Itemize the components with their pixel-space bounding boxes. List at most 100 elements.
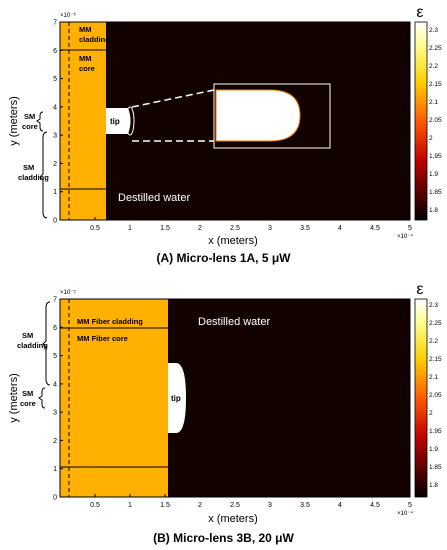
colorbar-tick: 1.85 [429, 189, 442, 196]
x-tick-marks [94, 217, 411, 220]
sm-core-label: SM [24, 112, 35, 121]
x-tick-label: 4.5 [370, 225, 380, 232]
panel-a: 0 1 2 3 4 5 6 7 ×10⁻⁵ 0.5 1 1.5 2 2.5 3 … [8, 4, 442, 265]
x-tick-label: 2.5 [230, 502, 240, 509]
colorbar [414, 298, 428, 498]
sm-core-label: core [20, 399, 36, 408]
y-tick-label: 7 [53, 20, 57, 27]
x-tick-label: 0.5 [90, 502, 100, 509]
sm-cladding-label: SM [22, 331, 33, 340]
colorbar-symbol: ε [416, 4, 423, 21]
x-tick-label: 2 [198, 225, 202, 232]
x-exponent: ×10⁻⁴ [397, 510, 413, 517]
y-tick-label: 2 [53, 161, 57, 168]
y-tick-label: 3 [53, 133, 57, 140]
colorbar-tick: 1.9 [429, 446, 438, 453]
x-tick-label: 1.5 [160, 225, 170, 232]
sm-cladding-label: cladding [18, 173, 49, 182]
mm-cladding-label: MM Fiber cladding [77, 317, 143, 326]
colorbar-tick: 1.9 [429, 171, 438, 178]
x-tick-marks [94, 494, 411, 497]
sm-core-label: core [22, 122, 38, 131]
x-tick-labels: 0.5 1 1.5 2 2.5 3 3.5 4 4.5 5 [90, 502, 412, 509]
sm-cladding-label: SM [23, 163, 34, 172]
sm-core-label: SM [22, 389, 33, 398]
panel-a-caption: (A) Micro-lens 1A, 5 μW [156, 251, 291, 265]
colorbar-tick: 2.25 [429, 45, 442, 52]
x-tick-label: 5 [408, 225, 412, 232]
tip-shape [168, 363, 186, 433]
x-axis-label: x (meters) [208, 513, 258, 525]
y-axis-label: y (meters) [8, 96, 20, 146]
sm-core-brace [38, 387, 46, 409]
panel-b-figure: 0 1 2 3 4 5 6 7 ×10⁻⁵ 0.5 1 1.5 2 2.5 3 … [8, 281, 442, 525]
y-tick-label: 6 [53, 48, 57, 55]
y-tick-marks [60, 298, 63, 498]
fiber-region [60, 22, 106, 220]
colorbar-tick: 1.95 [429, 428, 442, 435]
y-tick-label: 3 [53, 410, 57, 417]
y-tick-label: 1 [53, 466, 57, 473]
x-tick-label: 5 [408, 502, 412, 509]
y-tick-label: 7 [53, 297, 57, 304]
sm-cladding-brace [42, 301, 51, 386]
zoom-line-top [131, 89, 215, 108]
y-tick-label: 5 [53, 76, 57, 83]
colorbar-tick: 1.8 [429, 482, 438, 489]
tip-shape [106, 108, 131, 134]
colorbar-tick: 2.2 [429, 338, 438, 345]
sm-cladding-brace [39, 131, 48, 219]
water-label: Destilled water [118, 192, 190, 204]
colorbar-tick: 2.15 [429, 356, 442, 363]
x-tick-label: 2 [198, 502, 202, 509]
x-tick-label: 1.5 [160, 502, 170, 509]
y-tick-label: 4 [53, 104, 57, 111]
x-tick-labels: 0.5 1 1.5 2 2.5 3 3.5 4 4.5 5 [90, 225, 412, 232]
mm-cladding-label: MM [79, 25, 92, 34]
colorbar-tick: 2.05 [429, 392, 442, 399]
water-label: Destilled water [198, 316, 270, 328]
colorbar-tick-labels: 2.3 2.25 2.2 2.15 2.1 2.05 2 1.95 1.9 1.… [429, 302, 442, 489]
colorbar-tick: 1.85 [429, 464, 442, 471]
x-axis-label: x (meters) [208, 235, 258, 247]
y-exponent: ×10⁻⁵ [60, 12, 76, 19]
colorbar-tick: 2.2 [429, 63, 438, 70]
tip-ellipse [125, 106, 135, 136]
sm-core-brace [36, 111, 44, 132]
y-tick-label: 1 [53, 189, 57, 196]
colorbar-tick: 2 [429, 410, 433, 417]
sm-cladding-label: cladding [17, 341, 48, 350]
y-tick-label: 6 [53, 325, 57, 332]
colorbar-tick: 2.3 [429, 27, 438, 34]
x-tick-label: 2.5 [230, 225, 240, 232]
y-tick-label: 5 [53, 353, 57, 360]
x-tick-label: 4 [338, 502, 342, 509]
fiber-region [60, 299, 168, 497]
colorbar-tick: 2.3 [429, 302, 438, 309]
y-tick-label: 0 [53, 495, 57, 502]
y-axis-label: y (meters) [8, 373, 20, 423]
tip-label: tip [110, 117, 120, 126]
mm-core-label: MM Fiber core [77, 334, 128, 343]
x-tick-label: 1 [128, 225, 132, 232]
colorbar [414, 21, 428, 221]
colorbar-tick: 1.8 [429, 207, 438, 214]
y-tick-label: 4 [53, 381, 57, 388]
x-tick-label: 0.5 [90, 225, 100, 232]
colorbar-tick: 2.15 [429, 81, 442, 88]
colorbar-tick: 2 [429, 135, 433, 142]
colorbar-tick: 2.1 [429, 374, 438, 381]
tip-label: tip [171, 394, 181, 403]
x-tick-label: 3 [268, 225, 272, 232]
colorbar-tick: 2.05 [429, 117, 442, 124]
y-tick-label: 0 [53, 218, 57, 225]
y-tick-marks [60, 21, 63, 221]
mm-core-label: core [79, 64, 95, 73]
colorbar-symbol: ε [416, 281, 423, 298]
colorbar-tick: 1.95 [429, 153, 442, 160]
x-tick-label: 3 [268, 502, 272, 509]
colorbar-tick: 2.25 [429, 320, 442, 327]
y-tick-labels: 0 1 2 3 4 5 6 7 [53, 20, 57, 225]
mm-cladding-label: cladding [79, 35, 110, 44]
panel-b-caption: (B) Micro-lens 3B, 20 μW [153, 531, 294, 545]
